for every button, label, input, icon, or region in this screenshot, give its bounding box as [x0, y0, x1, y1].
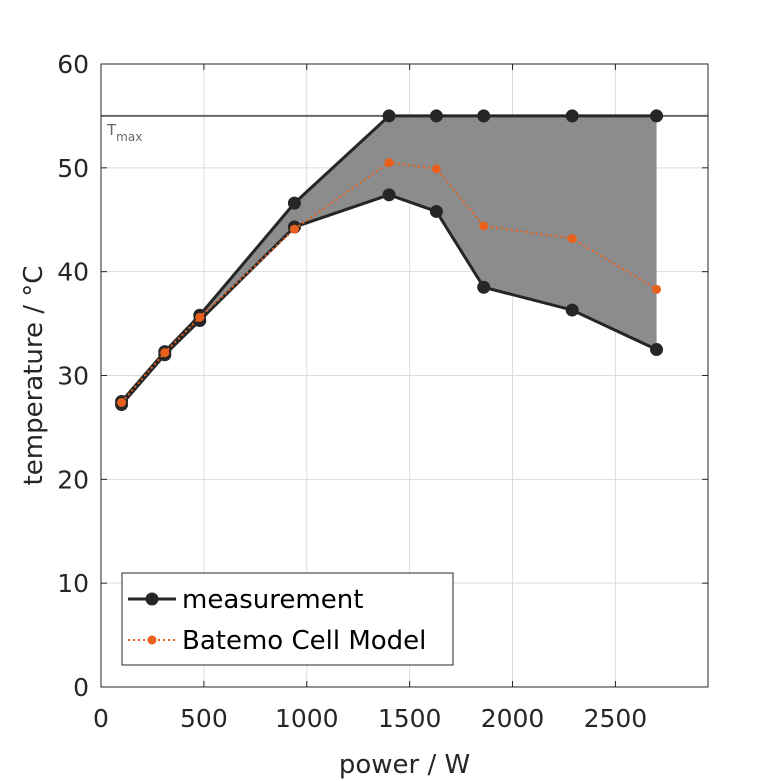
series-0-point-4 — [382, 109, 396, 123]
x-tick-label-1: 500 — [180, 704, 228, 733]
legend-box — [121, 572, 454, 666]
series-1-point-8 — [650, 343, 664, 357]
x-tick-label-5: 2500 — [584, 704, 648, 733]
shaded-band — [121, 115, 657, 405]
series-2-point-0 — [117, 397, 127, 407]
y-tick-label-3: 30 — [57, 362, 89, 391]
y-tick-label-1: 10 — [57, 569, 89, 598]
series-0-point-3 — [287, 196, 301, 210]
x-axis-ticks: 0 500 1000 1500 2000 2500 — [93, 64, 647, 733]
series-group — [115, 109, 664, 412]
series-2-point-4 — [384, 158, 394, 168]
y-tick-label-6: 60 — [57, 50, 89, 79]
series-2-point-2 — [195, 312, 205, 322]
series-0-point-5 — [429, 109, 443, 123]
x-axis-label: power / W — [339, 750, 470, 780]
x-tick-label-0: 0 — [93, 704, 109, 733]
series-1-point-7 — [565, 303, 579, 317]
y-tick-label-4: 40 — [57, 258, 89, 287]
x-tick-label-2: 1000 — [275, 704, 339, 733]
series-1-point-5 — [429, 204, 443, 218]
y-axis-label: temperature / °C — [19, 266, 49, 486]
x-tick-label-3: 1500 — [378, 704, 442, 733]
legend-model-marker — [147, 635, 157, 645]
tmax-label-sub: max — [116, 130, 142, 144]
x-tick-label-4: 2000 — [481, 704, 545, 733]
series-2-point-1 — [160, 348, 170, 358]
legend-measurement-marker — [145, 592, 159, 606]
tmax-label-main: T — [106, 121, 117, 139]
y-tick-label-2: 20 — [57, 465, 89, 494]
series-2-point-5 — [431, 164, 441, 174]
y-axis-ticks: 0 10 20 30 40 50 60 — [57, 50, 708, 702]
series-0-point-6 — [477, 109, 491, 123]
series-0-point-8 — [650, 109, 664, 123]
series-2-point-3 — [289, 224, 299, 234]
series-2-point-6 — [479, 221, 489, 231]
legend: measurement Batemo Cell Model — [121, 572, 454, 666]
y-tick-label-5: 50 — [57, 154, 89, 183]
series-1-point-4 — [382, 188, 396, 202]
shaded-band-area — [121, 115, 657, 405]
series-0-point-7 — [565, 109, 579, 123]
legend-measurement-label: measurement — [182, 585, 363, 615]
series-2-point-8 — [652, 284, 662, 294]
series-2-point-7 — [567, 233, 577, 243]
series-1-point-6 — [477, 280, 491, 294]
y-tick-label-0: 0 — [73, 673, 89, 702]
tmax-label: Tmax — [106, 121, 142, 144]
legend-model-label: Batemo Cell Model — [182, 626, 426, 656]
